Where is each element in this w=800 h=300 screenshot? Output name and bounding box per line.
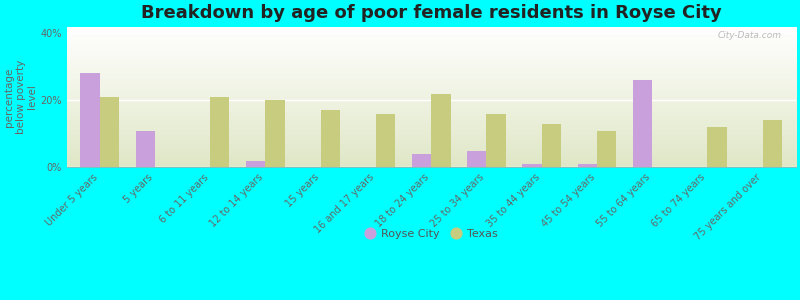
Bar [522, 164, 542, 167]
Bar [633, 80, 652, 167]
Bar [597, 130, 616, 167]
Bar [135, 130, 155, 167]
Bar [266, 100, 285, 167]
Bar [486, 114, 506, 167]
Bar [246, 161, 266, 167]
Bar [467, 151, 486, 167]
Bar [412, 154, 431, 167]
Bar [100, 97, 119, 167]
Y-axis label: percentage
below poverty
level: percentage below poverty level [4, 60, 38, 134]
Text: City-Data.com: City-Data.com [718, 31, 782, 40]
Bar [321, 110, 340, 167]
Bar [707, 127, 726, 167]
Title: Breakdown by age of poor female residents in Royse City: Breakdown by age of poor female resident… [141, 4, 722, 22]
Legend: Royse City, Texas: Royse City, Texas [360, 224, 502, 244]
Bar [431, 94, 450, 167]
Bar [578, 164, 597, 167]
Bar [376, 114, 395, 167]
Bar [762, 120, 782, 167]
Bar [80, 74, 100, 167]
Bar [210, 97, 230, 167]
Bar [542, 124, 561, 167]
